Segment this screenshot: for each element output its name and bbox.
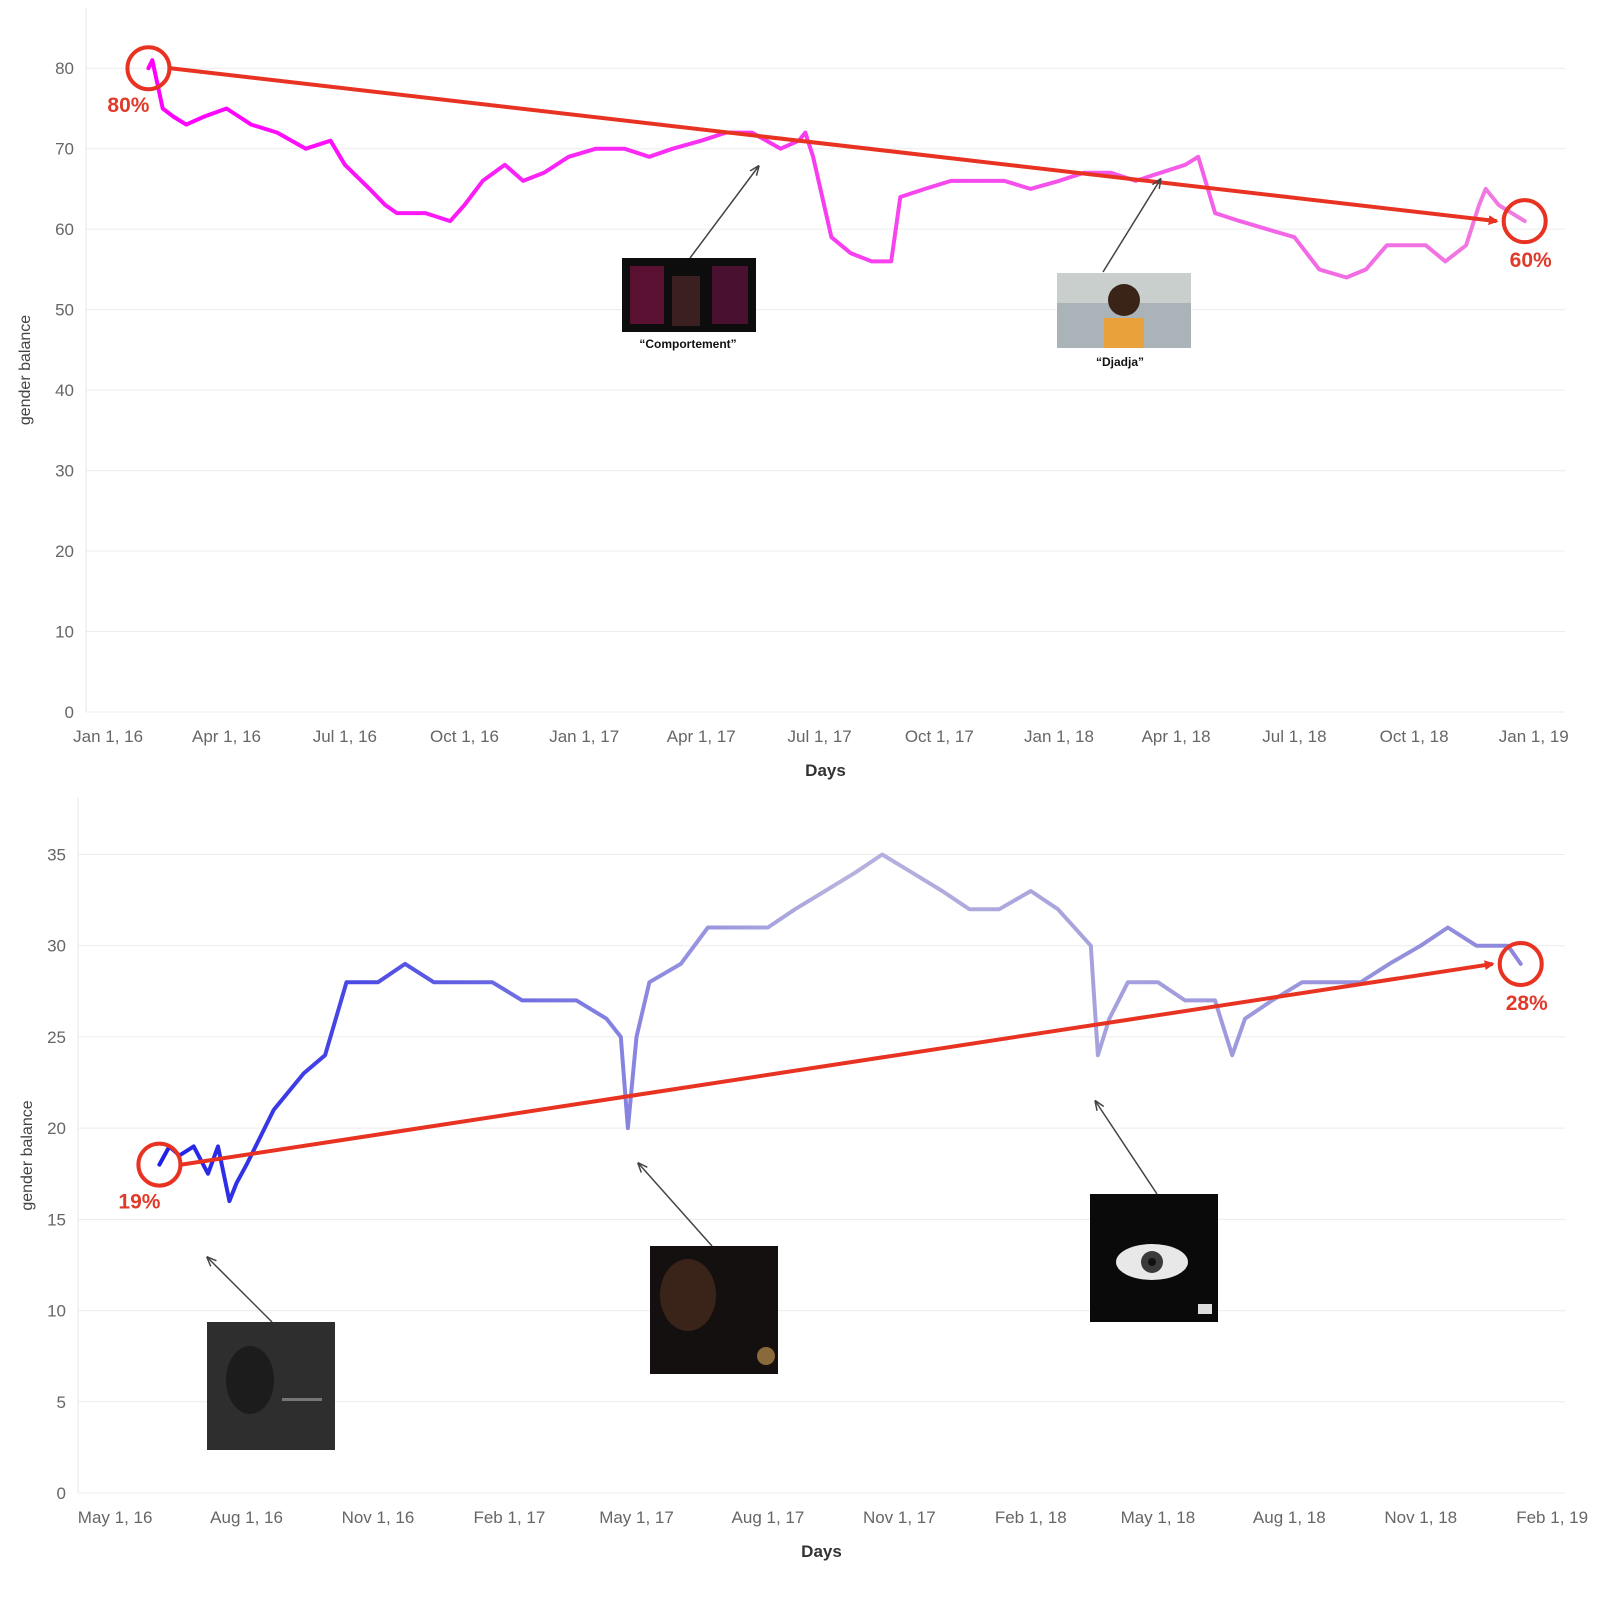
cover-face [660,1259,716,1331]
y-tick-label: 10 [55,623,74,642]
cover-silhouette [226,1346,274,1414]
end-circle [1497,940,1544,987]
x-tick-label: Oct 1, 17 [905,727,974,746]
x-tick-label: Apr 1, 18 [1142,727,1211,746]
end-circle [1501,198,1548,245]
x-tick-label: Jan 1, 17 [549,727,619,746]
y-tick-label: 20 [47,1119,66,1138]
x-tick-label: May 1, 17 [599,1508,674,1527]
y-tick-label: 0 [57,1484,66,1503]
album-cover-3 [1090,1194,1218,1322]
pointer-arrow [1102,180,1160,273]
x-tick-label: May 1, 18 [1121,1508,1196,1527]
y-axis-title: gender balance [19,1100,36,1210]
y-tick-label: 80 [55,59,74,78]
y-tick-label: 0 [65,703,74,722]
end-value-label: 60% [1510,249,1552,272]
x-tick-label: Nov 1, 16 [342,1508,415,1527]
thumbnail-comportement [622,258,756,332]
x-tick-label: Nov 1, 17 [863,1508,936,1527]
y-tick-label: 5 [57,1393,66,1412]
x-tick-label: Jan 1, 18 [1024,727,1094,746]
y-tick-label: 20 [55,542,74,561]
series-line [146,58,1527,280]
y-tick-label: 70 [55,140,74,159]
x-tick-label: Aug 1, 17 [732,1508,805,1527]
advisory-label [1198,1304,1212,1314]
trend-arrow [181,960,1495,1167]
x-tick-label: Feb 1, 19 [1516,1508,1588,1527]
cover-eye-pupil [1148,1258,1156,1266]
thumbnail-caption: “Djadja” [1096,355,1144,369]
y-tick-label: 30 [55,462,74,481]
x-tick-label: Jan 1, 19 [1499,727,1569,746]
series-line [157,852,1523,1204]
x-tick-label: Jan 1, 16 [73,727,143,746]
trend-arrow [170,66,1499,226]
x-axis-title: Days [801,1542,842,1561]
x-tick-label: Feb 1, 17 [473,1508,545,1527]
x-tick-label: Jul 1, 18 [1262,727,1326,746]
y-tick-label: 30 [47,937,66,956]
start-circle [136,1141,183,1188]
start-value-label: 80% [107,94,149,117]
x-tick-label: Jul 1, 17 [788,727,852,746]
y-axis-title: gender balance [17,315,34,425]
neon-sign-right [712,266,748,324]
x-tick-label: Jul 1, 16 [313,727,377,746]
x-tick-label: Feb 1, 18 [995,1508,1067,1527]
cover-light [757,1347,775,1365]
x-axis-title: Days [805,761,846,780]
album-cover-1 [207,1322,335,1450]
y-tick-label: 35 [47,845,66,864]
y-tick-label: 60 [55,220,74,239]
x-tick-label: Aug 1, 16 [210,1508,283,1527]
album-cover-2 [650,1246,778,1374]
y-tick-label: 25 [47,1028,66,1047]
thumbnail-caption: “Comportement” [639,337,736,351]
x-tick-label: Apr 1, 17 [667,727,736,746]
x-tick-label: Oct 1, 16 [430,727,499,746]
pointer-arrow [689,167,758,259]
x-tick-label: Aug 1, 18 [1253,1508,1326,1527]
pointer-arrow [1096,1102,1158,1195]
end-value-label: 28% [1506,992,1548,1015]
chart-female-share: 0 10 20 30 40 50 60 70 80 Jan 1, 16 Apr 1, 16 Jul 1… [17,8,1569,780]
figure-silhouette [672,276,700,326]
pointer-arrow [208,1258,273,1323]
y-tick-label: 40 [55,381,74,400]
x-tick-label: Apr 1, 16 [192,727,261,746]
y-tick-label: 10 [47,1302,66,1321]
x-tick-label: May 1, 16 [78,1508,153,1527]
neon-sign-left [630,266,664,324]
x-tick-label: Oct 1, 18 [1380,727,1449,746]
chart-female-artists-share: 0 5 10 15 20 25 30 35 May 1, 16 Aug 1, 16 Nov 1, 1… [19,798,1588,1561]
pointer-arrow [639,1164,713,1247]
y-tick-label: 15 [47,1210,66,1229]
thumbnail-djadja [1057,273,1191,348]
y-tick-label: 50 [55,301,74,320]
portrait-head [1108,284,1140,316]
x-tick-label: Nov 1, 18 [1384,1508,1457,1527]
portrait-shirt [1104,318,1144,348]
cover-title-strip [282,1398,322,1401]
start-value-label: 19% [118,1191,160,1214]
start-circle [125,45,172,92]
